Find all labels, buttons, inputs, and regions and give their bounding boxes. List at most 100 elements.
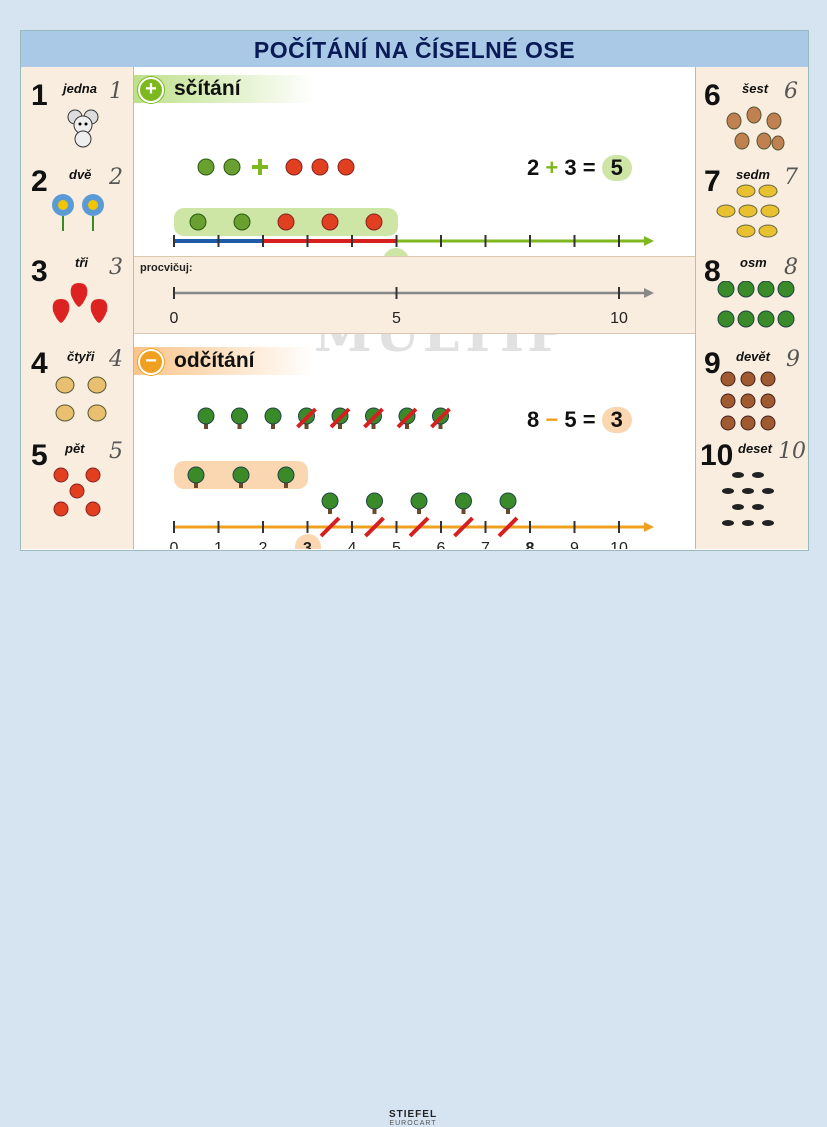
band-apples: [189, 213, 383, 231]
practice-label: procvičuj:: [140, 262, 193, 274]
practice-panel: procvičuj: 0 5 10: [134, 256, 695, 334]
number-digit: 6: [704, 79, 721, 112]
tick-label: 5: [392, 540, 401, 549]
number-script: 2: [109, 165, 123, 190]
subtraction-trees-row: [197, 407, 451, 429]
publisher-logo: STIEFEL EUROCART: [383, 1109, 443, 1127]
brand-sub: EUROCART: [389, 1120, 437, 1127]
tick-label: 10: [610, 540, 628, 549]
tree-icon: [455, 492, 472, 514]
tree-icon: [717, 281, 795, 328]
number-word: deset: [738, 441, 772, 456]
tree-icon: [366, 492, 383, 514]
number-script: 8: [784, 255, 798, 280]
number-digit: 1: [31, 79, 48, 112]
center-panel: MULTIP + sčítání 2 + 3 = 5: [134, 67, 695, 549]
number-cell-5: 5 pět 5: [21, 439, 133, 547]
minus-icon: −: [138, 349, 164, 375]
number-word: dvě: [69, 167, 92, 182]
number-cell-6: 6 šest 6: [696, 67, 808, 163]
plus-icon: [252, 159, 268, 175]
axis-arrow: [644, 522, 654, 532]
number-script: 4: [109, 347, 123, 372]
tree-icon: [410, 492, 428, 514]
number-digit: 10: [700, 439, 734, 472]
subtraction-heading: − odčítání: [134, 347, 314, 375]
apple-icon: [233, 213, 251, 231]
cross-out-mark: [430, 407, 451, 429]
apple-icon: [365, 213, 383, 231]
number-cell-3: 3 tři 3: [21, 255, 133, 355]
tree-icon: [499, 492, 517, 514]
strawberry-icon: [52, 283, 108, 323]
number-word: čtyři: [67, 349, 95, 364]
tick-label: 0: [170, 310, 179, 327]
cross-out-mark: [296, 407, 317, 429]
number-cell-9: 9 devět 9: [696, 347, 808, 451]
apple-icon: [53, 467, 101, 517]
tick-label: 2: [259, 540, 268, 549]
number-script: 7: [784, 165, 798, 190]
eq-operand-a: 8: [527, 407, 540, 432]
number-digit: 7: [704, 165, 721, 198]
eq-operator: +: [545, 155, 559, 180]
number-word: jedna: [63, 81, 97, 96]
number-cell-2: 2 dvě 2: [21, 163, 133, 259]
eq-operand-b: 3: [564, 155, 577, 180]
cross-out-mark: [363, 407, 384, 429]
number-cell-1: 1 jedna 1: [21, 67, 133, 163]
footer: STIEFEL EUROCART: [0, 553, 827, 1127]
number-cell-7: 7 sedm 7: [696, 163, 808, 259]
axis-arrow: [644, 236, 654, 246]
axis-arrow: [644, 288, 654, 298]
apple-icon: [321, 213, 339, 231]
number-script: 10: [778, 439, 806, 464]
tree-icon: [321, 492, 339, 514]
number-digit: 9: [704, 347, 721, 380]
number-digit: 8: [704, 255, 721, 288]
number-digit: 4: [31, 347, 48, 380]
squirrel-icon: [720, 371, 776, 431]
cross-out-mark: [497, 516, 519, 538]
tick-label: 4: [348, 540, 357, 549]
number-cell-8: 8 osm 8: [696, 255, 808, 355]
number-word: tři: [75, 255, 88, 270]
eq-equals: =: [582, 407, 596, 432]
number-script: 6: [784, 79, 798, 104]
apple-icon: [311, 158, 329, 176]
ant-icon: [722, 472, 774, 526]
cross-out-mark: [364, 516, 385, 538]
eq-result: 3: [601, 407, 632, 433]
tree-icon: [197, 407, 215, 429]
eq-equals: =: [582, 155, 596, 180]
title-bar: POČÍTÁNÍ NA ČÍSELNÉ OSE: [21, 31, 808, 67]
addition-equation: 2 + 3 = 5: [527, 155, 632, 181]
number-cell-10: 10 deset 10: [696, 439, 808, 547]
number-word: osm: [740, 255, 767, 270]
tick-label: 0: [170, 540, 179, 549]
rabbit-icon: [726, 106, 785, 151]
number-script: 1: [109, 79, 123, 104]
dog-icon: [55, 376, 107, 422]
tick-label: 7: [481, 540, 490, 549]
tick-label: 9: [570, 540, 579, 549]
tree-icon: [264, 407, 282, 429]
addition-label: sčítání: [174, 77, 241, 100]
right-number-column: 6 šest 6 7 sedm 7 8 osm 8: [695, 67, 808, 549]
apple-icon: [223, 158, 241, 176]
tick-label: 6: [437, 540, 446, 549]
cross-out-mark: [396, 407, 418, 429]
addition-heading: + sčítání: [134, 75, 314, 103]
cross-out-mark: [453, 516, 474, 538]
number-word: šest: [742, 81, 769, 96]
number-digit: 3: [31, 255, 48, 288]
tree-icon: [187, 466, 205, 488]
addition-apples-row: [197, 158, 355, 176]
subtraction-equation: 8 − 5 = 3: [527, 407, 632, 433]
apple-icon: [189, 213, 207, 231]
apple-icon: [337, 158, 355, 176]
eq-operand-a: 2: [527, 155, 540, 180]
apple-icon: [285, 158, 303, 176]
number-word: pět: [65, 441, 85, 456]
tree-icon: [277, 466, 295, 488]
